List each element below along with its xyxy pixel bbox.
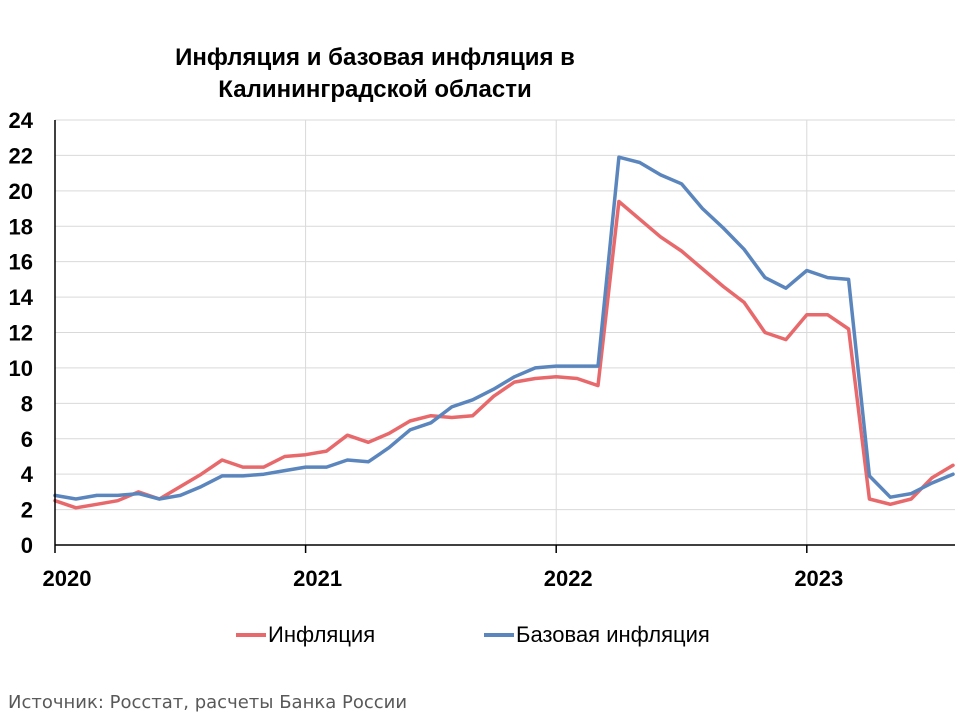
x-tick-label: 2022 [544, 566, 593, 591]
y-tick-label: 10 [9, 356, 33, 381]
y-tick-label: 12 [9, 321, 33, 346]
legend-item-inflation: Инфляция [236, 622, 375, 648]
legend-label-inflation: Инфляция [268, 622, 376, 647]
chart-title: Инфляция и базовая инфляция в Калинингра… [175, 44, 575, 103]
legend-swatch-inflation [236, 633, 266, 637]
series-line-inflation [53, 199, 955, 510]
legend-label-core-inflation: Базовая инфляция [516, 622, 710, 647]
y-tick-label: 14 [9, 285, 34, 310]
y-tick-label: 8 [21, 391, 33, 416]
y-tick-label: 24 [9, 108, 34, 133]
x-axis-ticks: 2020 2021 2022 2023 [43, 545, 843, 591]
x-tick-label: 2021 [293, 566, 342, 591]
y-tick-label: 20 [9, 179, 33, 204]
y-tick-label: 18 [9, 214, 33, 239]
series-line-core-inflation [53, 155, 955, 501]
source-note: Источник: Росстат, расчеты Банка России [8, 692, 408, 713]
x-tick-label: 2020 [43, 566, 92, 591]
gridlines [54, 119, 955, 545]
x-tick-label: 2023 [794, 566, 843, 591]
y-tick-label: 22 [9, 143, 33, 168]
y-tick-label: 0 [21, 533, 33, 558]
legend-item-core-inflation: Базовая инфляция [484, 622, 710, 648]
series-lines [53, 155, 955, 510]
y-tick-label: 4 [21, 462, 34, 487]
y-tick-label: 6 [21, 427, 33, 452]
y-tick-label: 16 [9, 250, 33, 275]
y-tick-label: 2 [21, 498, 33, 523]
legend: Инфляция Базовая инфляция [0, 618, 960, 652]
legend-swatch-core-inflation [484, 633, 514, 637]
